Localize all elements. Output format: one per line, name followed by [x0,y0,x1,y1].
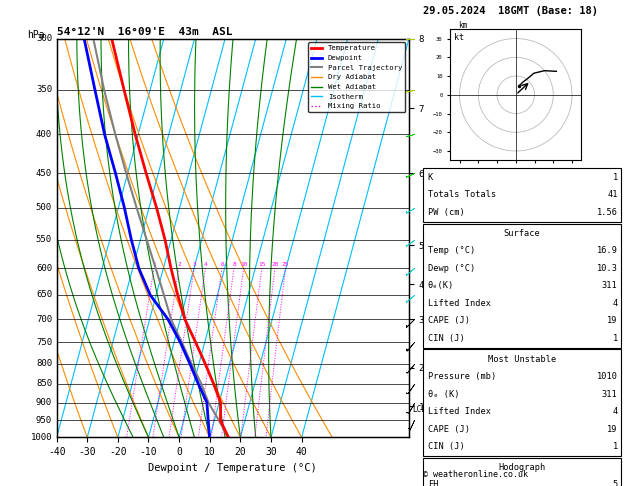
Text: Surface: Surface [503,229,540,238]
Text: 19: 19 [607,425,618,434]
Text: hPa: hPa [26,30,44,40]
Text: 8: 8 [232,262,236,267]
Text: 10.3: 10.3 [597,264,618,273]
Text: 10: 10 [240,262,248,267]
Text: 950: 950 [36,416,52,425]
Text: CIN (J): CIN (J) [428,442,464,451]
Text: CAPE (J): CAPE (J) [428,316,470,325]
Text: 3: 3 [192,262,196,267]
Text: Temp (°C): Temp (°C) [428,246,475,255]
Text: km
ASL: km ASL [458,21,472,40]
Text: 4: 4 [204,262,208,267]
Text: 600: 600 [36,264,52,273]
Text: 750: 750 [36,338,52,347]
Text: 29.05.2024  18GMT (Base: 18): 29.05.2024 18GMT (Base: 18) [423,6,598,16]
Text: 850: 850 [36,379,52,388]
Text: 1000: 1000 [31,433,52,442]
Text: θₑ (K): θₑ (K) [428,390,459,399]
Legend: Temperature, Dewpoint, Parcel Trajectory, Dry Adiabat, Wet Adiabat, Isotherm, Mi: Temperature, Dewpoint, Parcel Trajectory… [308,42,405,112]
Text: 41: 41 [607,191,618,199]
Text: 1: 1 [613,334,618,343]
Text: 700: 700 [36,315,52,324]
Text: 550: 550 [36,235,52,244]
Text: 4: 4 [613,407,618,416]
X-axis label: Dewpoint / Temperature (°C): Dewpoint / Temperature (°C) [148,463,317,473]
Text: 450: 450 [36,169,52,177]
Text: PW (cm): PW (cm) [428,208,464,217]
Text: 54°12'N  16°09'E  43m  ASL: 54°12'N 16°09'E 43m ASL [57,27,232,37]
Text: 300: 300 [36,35,52,43]
Text: Pressure (mb): Pressure (mb) [428,372,496,381]
Text: CAPE (J): CAPE (J) [428,425,470,434]
Text: Totals Totals: Totals Totals [428,191,496,199]
Text: θₑ(K): θₑ(K) [428,281,454,290]
Text: 19: 19 [607,316,618,325]
Text: CIN (J): CIN (J) [428,334,464,343]
Text: © weatheronline.co.uk: © weatheronline.co.uk [423,470,528,479]
Text: 400: 400 [36,130,52,139]
Text: 1: 1 [613,173,618,182]
Text: kt: kt [454,33,464,42]
Text: 1: 1 [613,442,618,451]
Text: 6: 6 [220,262,224,267]
Text: 1: 1 [152,262,156,267]
Text: 800: 800 [36,359,52,368]
Text: 1.56: 1.56 [597,208,618,217]
Text: 20: 20 [271,262,279,267]
Text: 900: 900 [36,398,52,407]
Text: 500: 500 [36,204,52,212]
Text: 350: 350 [36,86,52,94]
Text: 4: 4 [613,299,618,308]
Text: EH: EH [428,481,438,486]
Text: Lifted Index: Lifted Index [428,407,491,416]
Text: Most Unstable: Most Unstable [487,355,556,364]
Text: 15: 15 [258,262,265,267]
Y-axis label: Mixing Ratio (g/kg): Mixing Ratio (g/kg) [430,187,438,289]
Text: LCL: LCL [413,405,426,414]
Text: 16.9: 16.9 [597,246,618,255]
Text: 5: 5 [613,481,618,486]
Text: 311: 311 [602,390,618,399]
Text: Hodograph: Hodograph [498,463,545,472]
Text: K: K [428,173,433,182]
Text: 2: 2 [177,262,181,267]
Text: 650: 650 [36,290,52,299]
Text: 1010: 1010 [597,372,618,381]
Text: Dewp (°C): Dewp (°C) [428,264,475,273]
Text: 25: 25 [282,262,289,267]
Text: Lifted Index: Lifted Index [428,299,491,308]
Text: 311: 311 [602,281,618,290]
